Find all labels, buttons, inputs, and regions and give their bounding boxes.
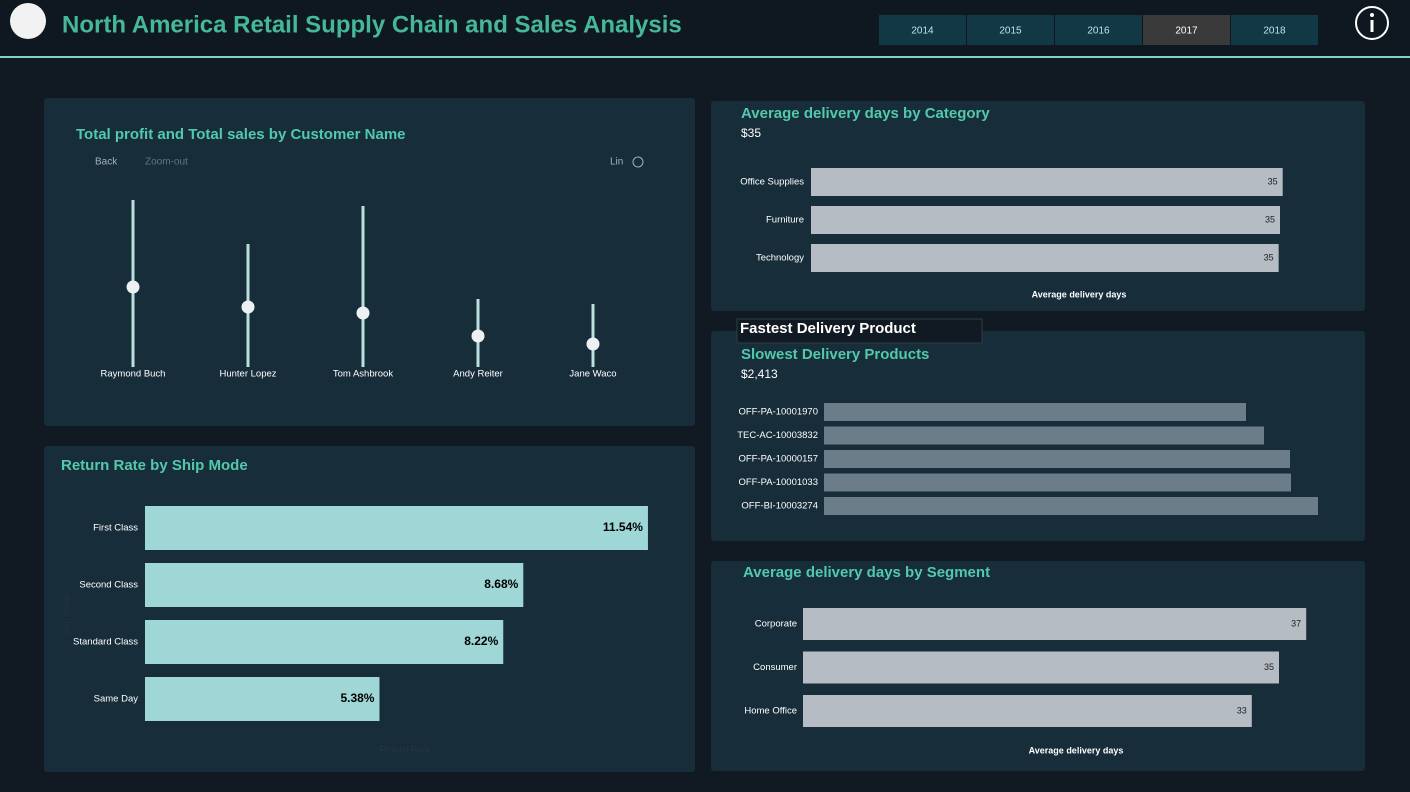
value-label: 35	[1264, 662, 1274, 672]
y-axis-label: Ship Mode	[61, 593, 71, 636]
year-label[interactable]: 2014	[911, 26, 934, 37]
category-label: Standard Class	[73, 637, 138, 648]
bar	[824, 403, 1246, 421]
bar	[803, 695, 1252, 727]
bar	[824, 426, 1264, 445]
chart-toolbar-zoom[interactable]: Zoom-out	[145, 157, 188, 168]
category-label: Home Office	[744, 706, 797, 717]
category-label: First Class	[93, 523, 138, 534]
panel	[44, 446, 695, 772]
bar	[824, 473, 1291, 492]
bar	[811, 206, 1280, 234]
value-label: 35	[1268, 176, 1278, 186]
category-label: Office Supplies	[740, 177, 804, 188]
bar	[824, 450, 1290, 468]
value-label: 8.22%	[464, 634, 498, 648]
overlay-title: Fastest Delivery Product	[740, 320, 916, 337]
chart-title: Average delivery days by Category	[741, 105, 990, 122]
bar	[811, 244, 1279, 272]
category-label: OFF-BI-10003274	[741, 501, 818, 512]
profit-dot	[356, 306, 370, 320]
value-label: 11.54%	[603, 520, 643, 534]
info-circle[interactable]	[1355, 6, 1389, 40]
chart-toolbar-back[interactable]: Back	[95, 157, 118, 168]
value-label: 8.68%	[484, 577, 518, 591]
x-axis-label: Average delivery days	[1029, 745, 1124, 755]
year-button[interactable]	[967, 15, 1054, 45]
x-axis-label: Return Rate	[379, 744, 430, 754]
chart-title: Total profit and Total sales by Customer…	[76, 126, 406, 143]
category-label: Consumer	[753, 662, 797, 673]
value-label: 33	[1237, 705, 1247, 715]
bar	[811, 168, 1283, 196]
profit-dot	[471, 329, 485, 343]
bar	[145, 563, 524, 607]
logo	[10, 3, 46, 39]
profit-dot	[241, 300, 255, 314]
year-button[interactable]	[1143, 15, 1230, 45]
year-label[interactable]: 2015	[999, 26, 1022, 37]
category-label: Andy Reiter	[453, 369, 503, 380]
chart-title: Slowest Delivery Products	[741, 346, 929, 363]
bar	[145, 506, 648, 550]
chart-toolbar-lin[interactable]: Lin	[610, 157, 623, 168]
bar	[803, 608, 1307, 640]
info-icon[interactable]	[1355, 6, 1389, 40]
category-label: OFF-PA-10001970	[738, 407, 818, 418]
bar	[824, 497, 1318, 515]
bar	[803, 651, 1279, 684]
category-label: Tom Ashbrook	[333, 369, 393, 380]
help-icon[interactable]	[632, 156, 644, 168]
x-axis-label: Average delivery days	[1032, 289, 1127, 299]
category-label: TEC-AC-10003832	[737, 430, 818, 441]
year-label[interactable]: 2016	[1087, 26, 1110, 37]
chart-title: Return Rate by Ship Mode	[61, 457, 248, 474]
chart-title: Average delivery days by Segment	[743, 564, 990, 581]
info-dot[interactable]	[1370, 13, 1374, 17]
value-label: 35	[1264, 252, 1274, 262]
value-label: 35	[1265, 214, 1275, 224]
category-label: OFF-PA-10001033	[738, 477, 818, 488]
chart-subtitle: $35	[741, 126, 761, 140]
category-label: Second Class	[79, 580, 138, 591]
category-label: Hunter Lopez	[219, 369, 276, 380]
bar	[145, 677, 380, 721]
value-label: 37	[1291, 618, 1301, 628]
category-label: Raymond Buch	[101, 369, 166, 380]
chart-subtitle: $2,413	[741, 367, 778, 381]
category-label: Technology	[756, 253, 804, 264]
category-label: OFF-PA-10000157	[738, 454, 818, 465]
year-label[interactable]: 2018	[1263, 26, 1286, 37]
panel	[44, 98, 695, 426]
year-button[interactable]	[1055, 15, 1142, 45]
category-label: Jane Waco	[569, 369, 616, 380]
year-button[interactable]	[1231, 15, 1318, 45]
year-button[interactable]	[879, 15, 966, 45]
overlay-box	[736, 318, 983, 344]
category-label: Furniture	[766, 215, 804, 226]
category-label: Corporate	[755, 619, 797, 630]
category-label: Same Day	[94, 694, 139, 705]
profit-dot	[586, 337, 600, 351]
value-label: 5.38%	[340, 691, 374, 705]
page-title: North America Retail Supply Chain and Sa…	[62, 11, 682, 38]
profit-dot	[126, 280, 140, 294]
year-label[interactable]: 2017	[1175, 26, 1198, 37]
bar	[145, 620, 504, 664]
